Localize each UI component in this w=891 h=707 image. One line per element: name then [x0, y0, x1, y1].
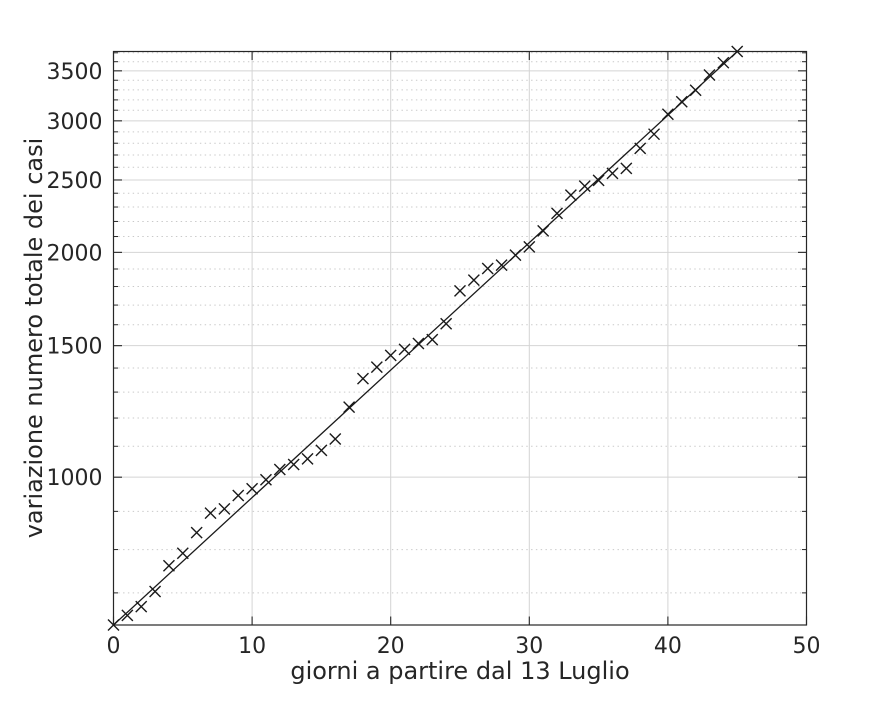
y-tick-label: 1000 — [47, 466, 103, 491]
x-tick-label: 10 — [238, 634, 266, 659]
data-point-marker — [259, 473, 272, 486]
fit-line — [113, 51, 738, 626]
data-point-marker — [329, 432, 342, 445]
data-point-marker — [287, 458, 300, 471]
y-tick-label: 2000 — [47, 241, 103, 266]
tick-label-layer: 0 10 20 30 40 50 1000 1500 2000 2500 3000 3500 — [47, 60, 821, 659]
x-tick-label: 20 — [377, 634, 405, 659]
data-point-marker — [356, 372, 369, 385]
data-point-marker — [551, 207, 564, 220]
data-point-marker — [467, 274, 480, 287]
data-layer — [107, 45, 744, 631]
data-point-marker — [384, 349, 397, 362]
x-axis-label: giorni a partire dal 13 Luglio — [290, 657, 629, 685]
data-point-marker — [440, 317, 453, 330]
y-tick-label: 3500 — [47, 60, 103, 85]
data-point-marker — [495, 259, 508, 272]
y-tick-label: 2500 — [47, 169, 103, 194]
data-point-marker — [454, 284, 466, 297]
x-tick-label: 30 — [515, 634, 543, 659]
data-point-marker — [301, 452, 314, 465]
data-point-marker — [398, 343, 411, 356]
data-point-marker — [648, 128, 661, 141]
plot-border — [112, 50, 808, 626]
data-point-marker — [273, 463, 286, 476]
data-point-marker — [717, 56, 730, 69]
data-point-marker — [149, 585, 162, 598]
major-grid-layer — [113, 51, 807, 625]
y-tick-label: 1500 — [47, 335, 103, 360]
data-point-marker — [121, 609, 134, 622]
x-tick-label: 50 — [793, 634, 821, 659]
x-tick-label: 40 — [654, 634, 682, 659]
data-point-marker — [578, 180, 591, 193]
data-point-marker — [162, 559, 175, 572]
data-point-marker — [370, 361, 383, 374]
minor-grid-layer — [113, 52, 807, 594]
data-point-marker — [246, 482, 259, 495]
data-point-marker — [232, 489, 245, 502]
data-point-marker — [343, 401, 356, 414]
data-point-marker — [218, 502, 231, 515]
data-point-marker — [481, 262, 494, 275]
y-axis-label: variazione numero totale dei casi — [20, 138, 48, 539]
data-point-marker — [703, 69, 716, 82]
data-point-marker — [523, 240, 536, 253]
data-point-marker — [176, 547, 189, 560]
data-point-marker — [592, 174, 605, 187]
data-point-marker — [315, 444, 328, 457]
data-point-marker — [564, 189, 577, 202]
data-point-marker — [620, 162, 633, 175]
data-point-marker — [190, 526, 203, 539]
data-point-marker — [204, 507, 217, 520]
axes-layer — [112, 50, 808, 626]
x-tick-label: 0 — [107, 634, 121, 659]
y-tick-label: 3000 — [47, 110, 103, 135]
